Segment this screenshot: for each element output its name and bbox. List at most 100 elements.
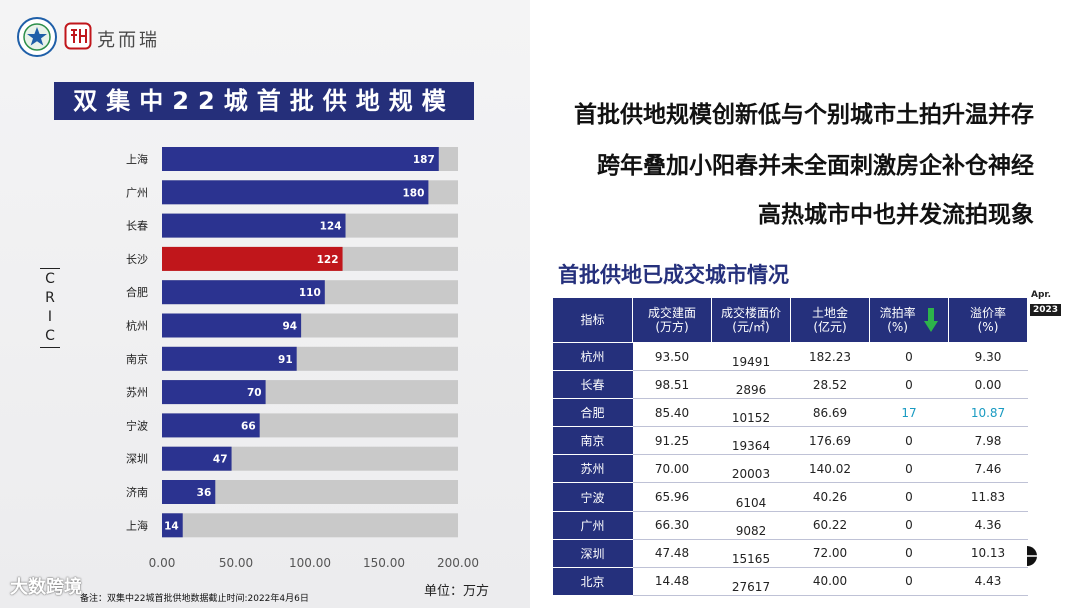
value-label: 124 — [320, 221, 342, 233]
half-circle-icon — [1027, 546, 1037, 566]
value-cell: 0 — [869, 454, 949, 484]
table-row: 南京 91.25 19364 176.69 0 7.98 — [552, 426, 1028, 456]
value-cell: 72.00 — [790, 539, 870, 568]
bar — [162, 413, 260, 438]
value-cell: 182.23 — [790, 342, 870, 372]
value-cell: 14.48 — [632, 567, 712, 596]
category-label: 深圳 — [126, 453, 148, 466]
table-row: 合肥 85.40 10152 86.69 17 10.87 — [552, 398, 1028, 428]
headline-3: 高热城市中也并发流拍现象 — [758, 202, 1034, 228]
table-header-row: 指标 成交建面 (万方) 成交楼面价 (元/㎡) 土地金 (亿元) 流拍率 (%) 溢价… — [552, 297, 1028, 343]
cric-letter: C — [45, 328, 55, 344]
header-unit: (元/㎡) — [732, 320, 770, 334]
table-row: 杭州 93.50 19491 182.23 0 9.30 — [552, 342, 1028, 372]
city-cell: 北京 — [552, 567, 633, 596]
category-label: 上海 — [126, 518, 148, 532]
table-row: 广州 66.30 9082 60.22 0 4.36 — [552, 511, 1028, 540]
x-tick-label: 50.00 — [219, 556, 253, 570]
bar — [162, 446, 232, 471]
city-cell: 广州 — [552, 511, 633, 540]
table-row: 苏州 70.00 20003 140.02 0 7.46 — [552, 454, 1028, 484]
value-cell: 10152 — [711, 398, 791, 428]
value-label: 36 — [197, 487, 212, 499]
value-label: 70 — [247, 387, 262, 399]
unit-label: 单位：万方 — [424, 584, 490, 599]
x-tick-label: 150.00 — [363, 556, 405, 570]
value-cell: 4.43 — [948, 567, 1028, 596]
value-label: 180 — [402, 187, 424, 199]
value-cell: 0 — [869, 426, 949, 456]
city-cell: 宁波 — [552, 482, 633, 512]
city-cell: 深圳 — [552, 539, 633, 568]
header-premium-rate: 溢价率 (%) — [948, 297, 1028, 343]
category-label: 广州 — [126, 186, 148, 199]
value-cell: 0.00 — [948, 370, 1028, 400]
headline-2: 跨年叠加小阳春并未全面刺激房企补仓神经 — [597, 153, 1034, 179]
header-unit: (%) — [887, 320, 908, 334]
value-cell: 91.25 — [632, 426, 712, 456]
category-label: 济南 — [126, 485, 148, 499]
value-cell: 19491 — [711, 342, 791, 372]
bar-track — [162, 513, 458, 538]
city-cell: 杭州 — [552, 342, 633, 372]
value-cell: 10.87 — [948, 398, 1028, 428]
header-area: 成交建面 (万方) — [632, 297, 712, 343]
table-row: 宁波 65.96 6104 40.26 0 11.83 — [552, 482, 1028, 512]
value-cell: 70.00 — [632, 454, 712, 484]
value-cell: 20003 — [711, 454, 791, 484]
value-label: 110 — [299, 287, 321, 299]
x-tick-label: 0.00 — [149, 556, 176, 570]
value-cell: 0 — [869, 370, 949, 400]
header-floor-price: 成交楼面价 (元/㎡) — [711, 297, 791, 343]
header-line: 土地金 — [811, 306, 848, 320]
value-cell: 176.69 — [790, 426, 870, 456]
bar — [162, 480, 216, 504]
category-label: 苏州 — [126, 386, 148, 399]
x-tick-label: 100.00 — [289, 556, 331, 570]
value-cell: 0 — [869, 567, 949, 596]
value-label: 91 — [278, 354, 293, 366]
header-line: 成交楼面价 — [720, 306, 781, 320]
category-label: 杭州 — [126, 319, 148, 333]
bar — [162, 313, 302, 338]
value-cell: 85.40 — [632, 398, 712, 428]
value-cell: 140.02 — [790, 454, 870, 484]
bar — [162, 346, 297, 371]
value-cell: 17 — [869, 398, 949, 428]
value-cell: 0 — [869, 482, 949, 512]
category-label: 南京 — [126, 352, 148, 366]
x-tick-label: 200.00 — [437, 556, 479, 570]
value-cell: 7.46 — [948, 454, 1028, 484]
header-unit: (%) — [977, 320, 999, 334]
value-cell: 11.83 — [948, 482, 1028, 512]
value-cell: 93.50 — [632, 342, 712, 372]
headline-1: 首批供地规模创新低与个别城市土拍升温并存 — [574, 102, 1034, 128]
bar — [162, 180, 429, 205]
header-unit: (万方) — [655, 320, 689, 334]
watermark: 大数跨境 — [10, 577, 82, 598]
category-label: 上海 — [126, 152, 148, 166]
header-line: 指标 — [580, 313, 605, 327]
table-title: 首批供地已成交城市情况 — [558, 263, 789, 287]
value-label: 47 — [213, 454, 228, 466]
bar — [162, 513, 183, 538]
date-label: Apr. — [1031, 290, 1051, 300]
value-label: 187 — [413, 154, 435, 166]
table-row: 长春 98.51 2896 28.52 0 0.00 — [552, 370, 1028, 400]
value-cell: 28.52 — [790, 370, 870, 400]
chart-title: 双集中22城首批供地规模 — [54, 82, 474, 120]
value-cell: 0 — [869, 539, 949, 568]
year-badge: 2023 — [1030, 304, 1062, 316]
cric-letter: R — [45, 290, 55, 306]
value-cell: 4.36 — [948, 511, 1028, 540]
value-cell: 9.30 — [948, 342, 1028, 372]
table-row: 北京 14.48 27617 40.00 0 4.43 — [552, 567, 1028, 596]
city-cell: 苏州 — [552, 454, 633, 484]
value-cell: 86.69 — [790, 398, 870, 428]
value-cell: 2896 — [711, 370, 791, 400]
value-cell: 9082 — [711, 511, 791, 540]
value-cell: 0 — [869, 511, 949, 540]
value-cell: 6104 — [711, 482, 791, 512]
header-line: 成交建面 — [647, 306, 696, 320]
supply-bar-chart: 上海 187 广州 180 长春 124 长沙 122 合肥 110 杭州 94 南京 91 苏州 70 宁波 6… — [126, 147, 479, 570]
